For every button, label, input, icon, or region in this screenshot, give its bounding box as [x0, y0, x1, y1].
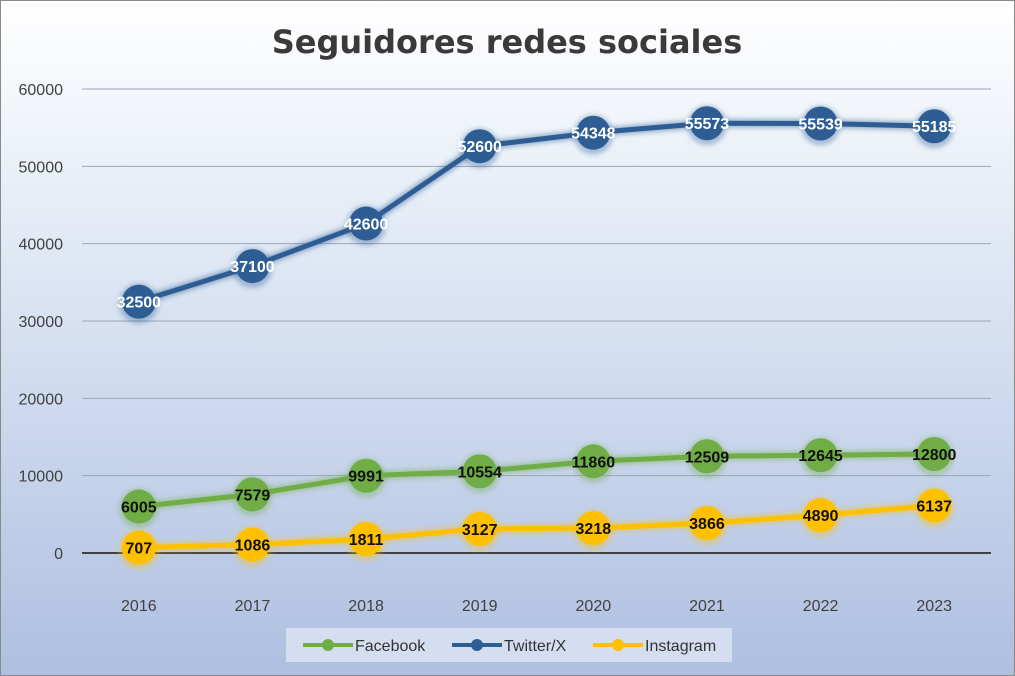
legend-item-facebook[interactable]: Facebook	[303, 638, 426, 655]
data-label: 10554	[457, 464, 502, 481]
legend-label: Facebook	[355, 638, 426, 655]
data-point[interactable]	[462, 454, 497, 489]
data-label: 12800	[912, 447, 957, 464]
data-point[interactable]	[803, 106, 838, 141]
legend-box	[286, 628, 732, 662]
data-label: 52600	[457, 139, 502, 156]
x-tick-label: 2022	[803, 598, 839, 615]
y-tick-label: 30000	[19, 314, 64, 331]
series-instagram: 707 1086 1811 3127 3218 3866 4890 6137	[118, 487, 955, 570]
data-point[interactable]	[803, 498, 838, 533]
gridlines	[82, 88, 991, 554]
data-label: 32500	[117, 295, 162, 312]
legend-label: Instagram	[645, 638, 716, 655]
data-point[interactable]	[689, 506, 724, 541]
x-tick-label: 2016	[121, 598, 157, 615]
y-tick-label: 40000	[19, 237, 64, 254]
y-tick-label: 10000	[19, 469, 64, 486]
data-label: 1086	[235, 538, 271, 555]
y-tick-label: 0	[54, 546, 63, 563]
x-tick-label: 2021	[689, 598, 725, 615]
data-point[interactable]	[576, 511, 611, 546]
data-label: 3218	[576, 521, 612, 538]
data-label: 55539	[798, 116, 843, 133]
data-point[interactable]	[349, 521, 384, 556]
data-label: 1811	[349, 532, 384, 549]
x-tick-label: 2018	[348, 598, 384, 615]
x-tick-label: 2017	[235, 598, 271, 615]
data-point[interactable]	[235, 477, 270, 512]
data-point[interactable]	[349, 458, 384, 493]
data-point[interactable]	[235, 527, 270, 562]
legend[interactable]: Facebook Twitter/X Instagram	[286, 628, 732, 662]
x-tick-label: 2023	[916, 598, 952, 615]
data-label: 4890	[803, 508, 839, 525]
data-point[interactable]	[349, 206, 384, 241]
data-label: 11860	[572, 454, 616, 471]
data-point[interactable]	[917, 109, 952, 144]
data-point[interactable]	[917, 437, 952, 472]
legend-swatch-marker	[471, 639, 483, 651]
y-tick-label: 50000	[19, 159, 64, 176]
data-point[interactable]	[576, 444, 611, 479]
x-axis-ticks: 2016 2017 2018 2019 2020 2021 2022 2023	[121, 598, 952, 615]
data-label: 6005	[121, 500, 157, 517]
y-tick-label: 20000	[19, 391, 64, 408]
data-label: 7579	[235, 487, 271, 504]
legend-label: Twitter/X	[504, 638, 567, 655]
data-point[interactable]	[121, 489, 156, 524]
series-lines: 6005 7579 9991 10554 11860 12509 12645 12800 325…	[117, 105, 957, 570]
chart-title: Seguidores redes sociales	[272, 23, 743, 61]
data-label: 12645	[798, 448, 843, 465]
data-point[interactable]	[803, 438, 838, 473]
series-facebook: 6005 7579 9991 10554 11860 12509 12645 12800	[118, 436, 957, 529]
data-label: 6137	[916, 499, 952, 516]
data-label: 3127	[462, 522, 498, 539]
data-point[interactable]	[689, 106, 724, 141]
data-label: 37100	[230, 259, 275, 276]
legend-swatch-marker	[612, 639, 624, 651]
data-point[interactable]	[121, 530, 156, 565]
data-point[interactable]	[917, 488, 952, 523]
legend-item-twitter-x[interactable]: Twitter/X	[452, 638, 567, 655]
data-label: 54348	[571, 126, 616, 143]
data-point[interactable]	[235, 249, 270, 284]
data-label: 55573	[685, 116, 730, 133]
x-tick-label: 2019	[462, 598, 498, 615]
data-label: 9991	[348, 469, 384, 486]
data-label: 707	[125, 541, 152, 558]
data-point[interactable]	[121, 284, 156, 319]
data-point[interactable]	[462, 511, 497, 546]
series-twitter-x: 32500 37100 42600 52600 54348 55573 55539 55185	[117, 105, 957, 324]
y-tick-label: 60000	[19, 82, 64, 99]
data-point[interactable]	[576, 115, 611, 150]
data-label: 3866	[689, 516, 725, 533]
data-label: 55185	[912, 119, 957, 136]
data-label: 42600	[344, 217, 389, 234]
legend-item-instagram[interactable]: Instagram	[593, 638, 716, 655]
y-axis-ticks: 0 10000 20000 30000 40000 50000 60000	[19, 82, 64, 563]
x-tick-label: 2020	[576, 598, 612, 615]
legend-swatch-marker	[322, 639, 334, 651]
data-point[interactable]	[462, 129, 497, 164]
data-label: 12509	[685, 449, 730, 466]
data-point[interactable]	[689, 439, 724, 474]
